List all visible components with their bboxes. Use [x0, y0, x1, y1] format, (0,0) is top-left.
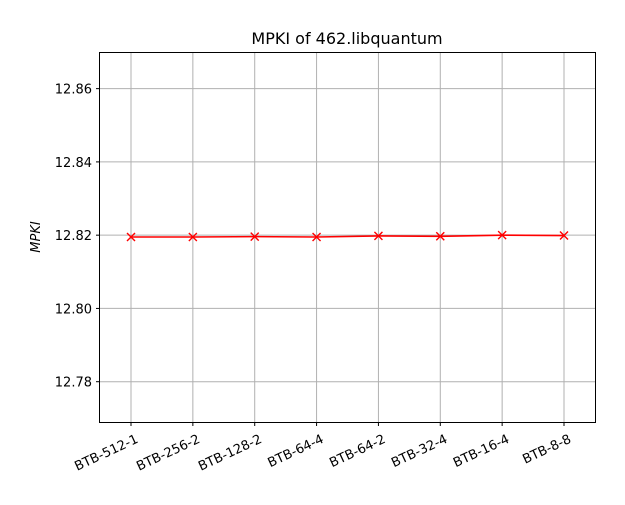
marker-stroke — [559, 231, 569, 241]
x-tick-label: BTB-8-8 — [520, 432, 573, 467]
x-tick-label: BTB-32-4 — [389, 432, 450, 471]
y-tick-label: 12.80 — [55, 302, 92, 317]
data-point-marker — [126, 232, 136, 242]
marker-stroke — [435, 231, 445, 241]
marker-stroke — [126, 232, 136, 242]
series-line — [131, 234, 565, 238]
marker-stroke — [373, 231, 383, 241]
data-point-marker — [188, 232, 198, 242]
data-point-marker — [373, 231, 383, 241]
y-tick-label: 12.82 — [55, 229, 92, 244]
marker-stroke — [312, 232, 322, 242]
x-tick-label: BTB-256-2 — [134, 432, 202, 474]
marker-stroke — [188, 232, 198, 242]
marker-stroke — [497, 230, 507, 240]
x-tick-label: BTB-128-2 — [196, 432, 264, 474]
y-tick-label: 12.78 — [55, 376, 92, 391]
x-tick-label: BTB-64-4 — [266, 432, 327, 471]
data-point-marker — [497, 230, 507, 240]
y-axis-label: MPKI — [29, 221, 44, 253]
x-tick-label: BTB-512-1 — [72, 432, 140, 474]
data-point-marker — [250, 232, 260, 242]
x-tick-label: BTB-64-2 — [327, 432, 388, 471]
data-point-marker — [312, 232, 322, 242]
data-point-marker — [559, 231, 569, 241]
data-point-marker — [435, 231, 445, 241]
marker-stroke — [250, 232, 260, 242]
y-tick-label: 12.84 — [55, 156, 92, 171]
chart-title: MPKI of 462.libquantum — [251, 29, 442, 48]
x-tick-label: BTB-16-4 — [451, 432, 512, 471]
plot-frame — [99, 52, 596, 423]
y-tick-label: 12.86 — [55, 83, 92, 98]
series-layer — [126, 230, 569, 242]
